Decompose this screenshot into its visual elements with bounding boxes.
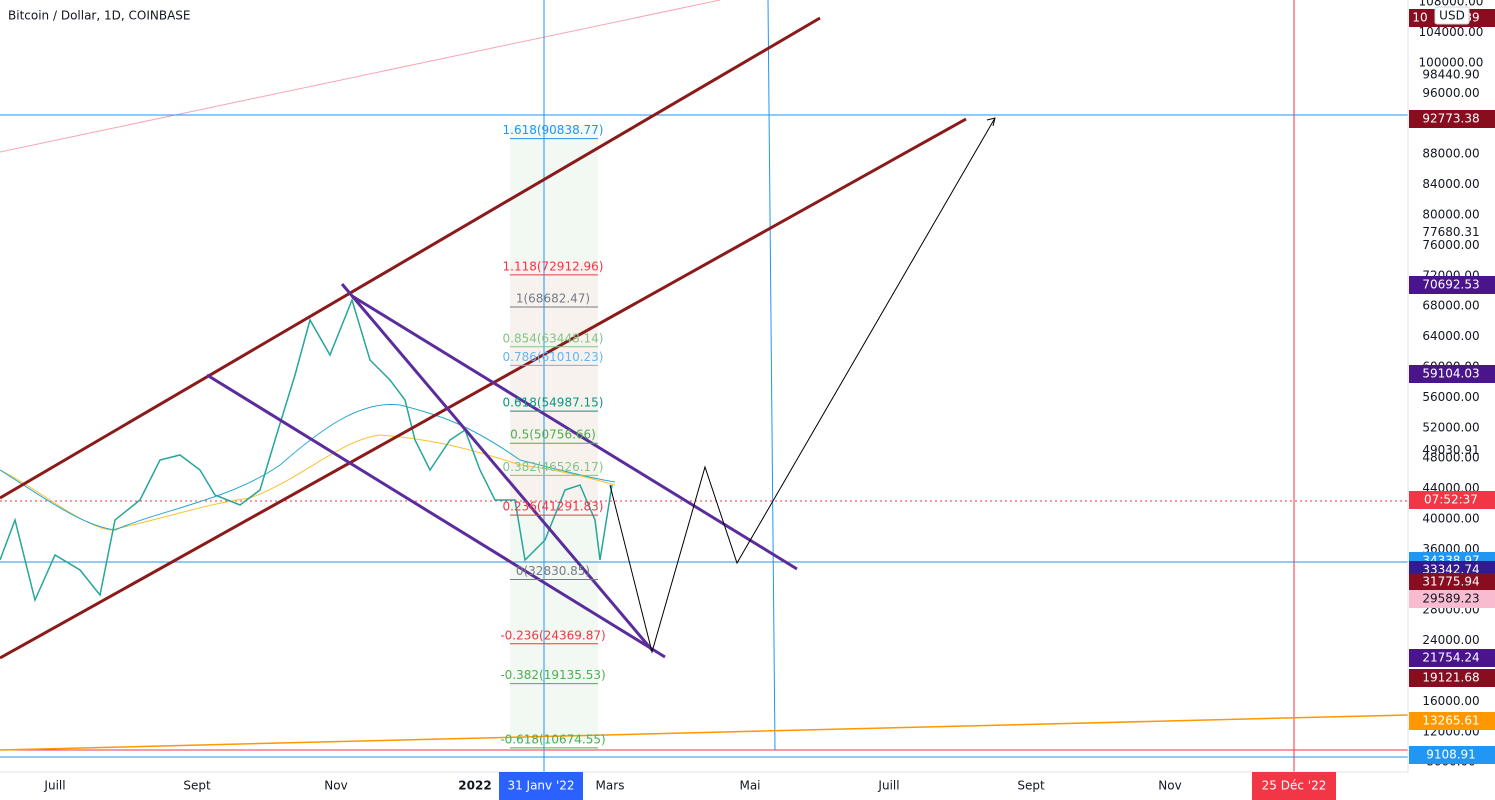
price-tag [1409, 590, 1495, 608]
price-axis [1408, 0, 1495, 772]
price-label: 80000.00 [1422, 208, 1479, 222]
price-label: 88000.00 [1422, 147, 1479, 161]
fib-label: 0.618(54987.15) [503, 396, 604, 410]
arrow-head [986, 117, 996, 127]
price-tag-text: 13265.61 [1422, 714, 1479, 728]
time-label: Mai [739, 779, 760, 793]
price-label: 40000.00 [1422, 512, 1479, 526]
price-tag-text: 19121.68 [1422, 671, 1479, 685]
price-label: 24000.00 [1422, 633, 1479, 647]
time-label: Sept [1017, 779, 1045, 793]
v-line [767, 0, 776, 751]
price-label: 64000.00 [1422, 329, 1479, 343]
time-label: Juill [877, 779, 899, 793]
drawings [0, 0, 1409, 772]
time-axis [0, 772, 1495, 800]
fib-label: 0.236(41291.83) [503, 500, 604, 514]
channel-line [206, 373, 666, 659]
time-label: Mars [596, 779, 625, 793]
price-tag-text: 07:52:37 [1424, 493, 1478, 507]
price-tag [1409, 712, 1495, 730]
price-tag [1409, 649, 1495, 667]
time-label: Nov [1158, 779, 1181, 793]
price-label: 100000.00 [1419, 56, 1484, 70]
trend-line [0, 0, 721, 153]
price-tag-text: 59104.03 [1422, 367, 1479, 381]
channel-line [351, 294, 798, 571]
fib-label: 0(32830.85) [516, 564, 590, 578]
currency-label: USD [1439, 9, 1465, 23]
fib-label: 0.854(63448.14) [503, 331, 604, 345]
moving-average [0, 434, 616, 531]
fib-label: 0.786(61010.23) [503, 350, 604, 364]
time-label: 31 Janv '22 [507, 779, 574, 793]
projection-path [609, 117, 996, 654]
channel-line [0, 16, 821, 500]
price-label: 56000.00 [1422, 390, 1479, 404]
price-label: 49030.91 [1422, 443, 1479, 457]
price-tag-text: 92773.38 [1422, 112, 1479, 126]
price-tag [1409, 746, 1495, 764]
trend-line [0, 714, 1409, 751]
price-label: 16000.00 [1422, 694, 1479, 708]
time-badge [1252, 772, 1336, 800]
price-label: 48000.00 [1422, 451, 1479, 465]
price-tag [1409, 491, 1495, 509]
price-tag-text: 29589.23 [1422, 592, 1479, 606]
currency-badge [1434, 6, 1470, 25]
price-tag [1409, 276, 1495, 294]
fib-label: -0.236(24369.87) [500, 628, 605, 642]
price-label: 77680.31 [1422, 225, 1479, 239]
price-label: 104000.00 [1419, 25, 1484, 39]
fib-label: 1(68682.47) [516, 292, 590, 306]
price-tag-text: 31775.94 [1422, 575, 1479, 589]
price-tag [1409, 573, 1495, 591]
channel-line [340, 283, 654, 651]
symbol-title: Bitcoin / Dollar, 1D, COINBASE [8, 9, 190, 23]
fib-label: -0.618(10674.55) [500, 732, 605, 746]
price-label: 84000.00 [1422, 177, 1479, 191]
price-label: 96000.00 [1422, 86, 1479, 100]
time-label: Juill [43, 779, 65, 793]
price-tag-text: 9108.91 [1426, 748, 1476, 762]
time-badge [499, 772, 583, 800]
time-label: Nov [324, 779, 347, 793]
fib-label: 1.118(72912.96) [503, 259, 604, 273]
price-tag [1409, 110, 1495, 128]
time-label: 25 Déc '22 [1262, 779, 1327, 793]
price-tag [1409, 669, 1495, 687]
moving-average [0, 403, 616, 531]
fib-zone [510, 262, 598, 502]
channel-line [0, 117, 967, 660]
price-label: 98440.90 [1422, 67, 1479, 81]
price-tag-text: 70692.53 [1422, 278, 1479, 292]
price-label: 76000.00 [1422, 238, 1479, 252]
fib-label: 1.618(90838.77) [503, 123, 604, 137]
price-tag [1409, 365, 1495, 383]
fib-label: 0.5(50756.66) [510, 428, 596, 442]
price-label: 108000.00 [1419, 0, 1484, 9]
time-label: 2022 [458, 779, 491, 793]
price-label: 52000.00 [1422, 420, 1479, 434]
price-tag-text: 10 [1412, 11, 1427, 25]
price-tag-text: 21754.24 [1422, 651, 1479, 665]
fib-label: 0.382(46526.17) [503, 460, 604, 474]
price-label: 68000.00 [1422, 299, 1479, 313]
fib-label: -0.382(19135.53) [500, 668, 605, 682]
price-path [0, 297, 613, 603]
time-label: Sept [183, 779, 211, 793]
